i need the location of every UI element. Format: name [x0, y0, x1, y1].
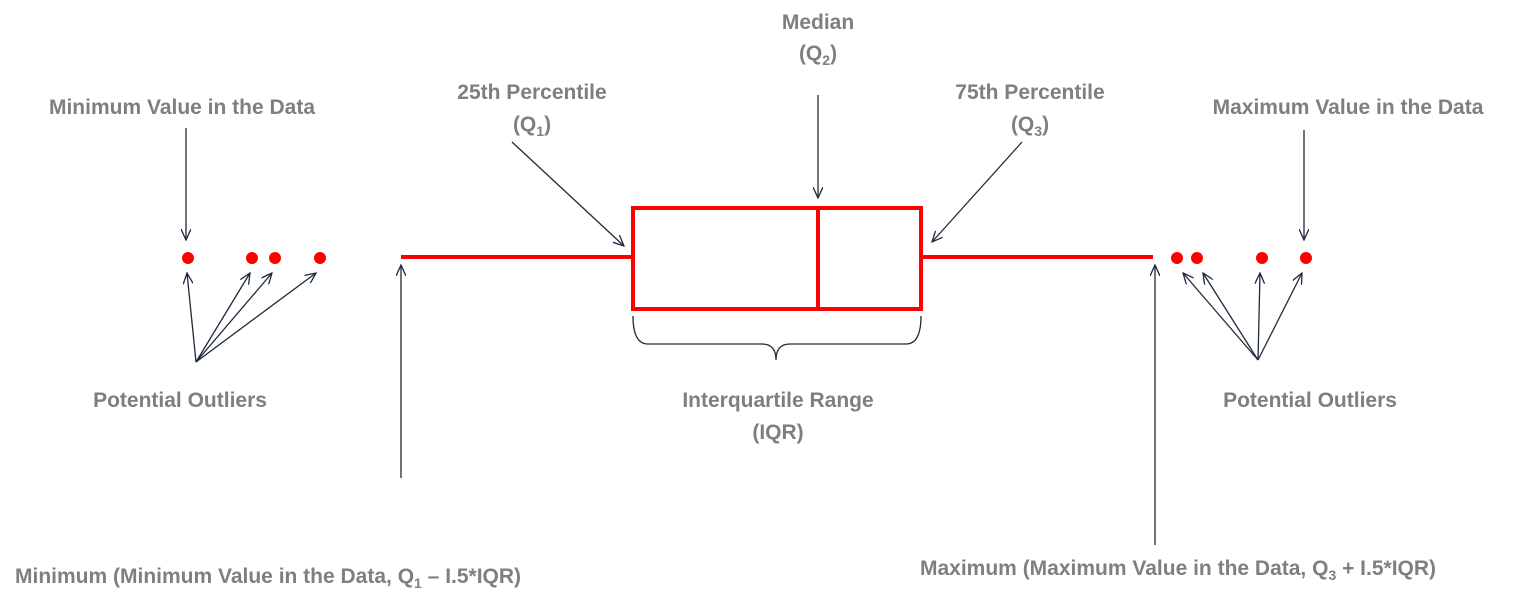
q2-symbol: (Q2) [799, 42, 837, 68]
outliers-right-label: Potential Outliers [1223, 389, 1397, 412]
iqr-box [631, 206, 923, 311]
outlier-point [269, 252, 281, 264]
q3-title: 75th Percentile [955, 81, 1104, 104]
max-value-label: Maximum Value in the Data [1213, 96, 1484, 119]
q1-symbol: (Q1) [513, 113, 551, 139]
arrows [186, 95, 1304, 545]
outlier-point [246, 252, 258, 264]
iqr-title: Interquartile Range [682, 389, 873, 412]
q3-symbol: (Q3) [1011, 113, 1049, 139]
iqr-brace [632, 315, 922, 361]
maximum-label: Maximum (Maximum Value in the Data, Q3 +… [920, 557, 1436, 583]
outlier-point [1191, 252, 1203, 264]
outliers-left-label: Potential Outliers [93, 389, 267, 412]
iqr-abbr: (IQR) [752, 421, 803, 444]
outlier-point [1300, 252, 1312, 264]
outlier-point [1171, 252, 1183, 264]
minimum-label: Minimum (Minimum Value in the Data, Q1 –… [15, 565, 521, 591]
outlier-point [314, 252, 326, 264]
median-title: Median [782, 11, 854, 34]
outlier-point [1256, 252, 1268, 264]
min-value-label: Minimum Value in the Data [49, 96, 315, 119]
q1-title: 25th Percentile [457, 81, 606, 104]
outlier-point [182, 252, 194, 264]
